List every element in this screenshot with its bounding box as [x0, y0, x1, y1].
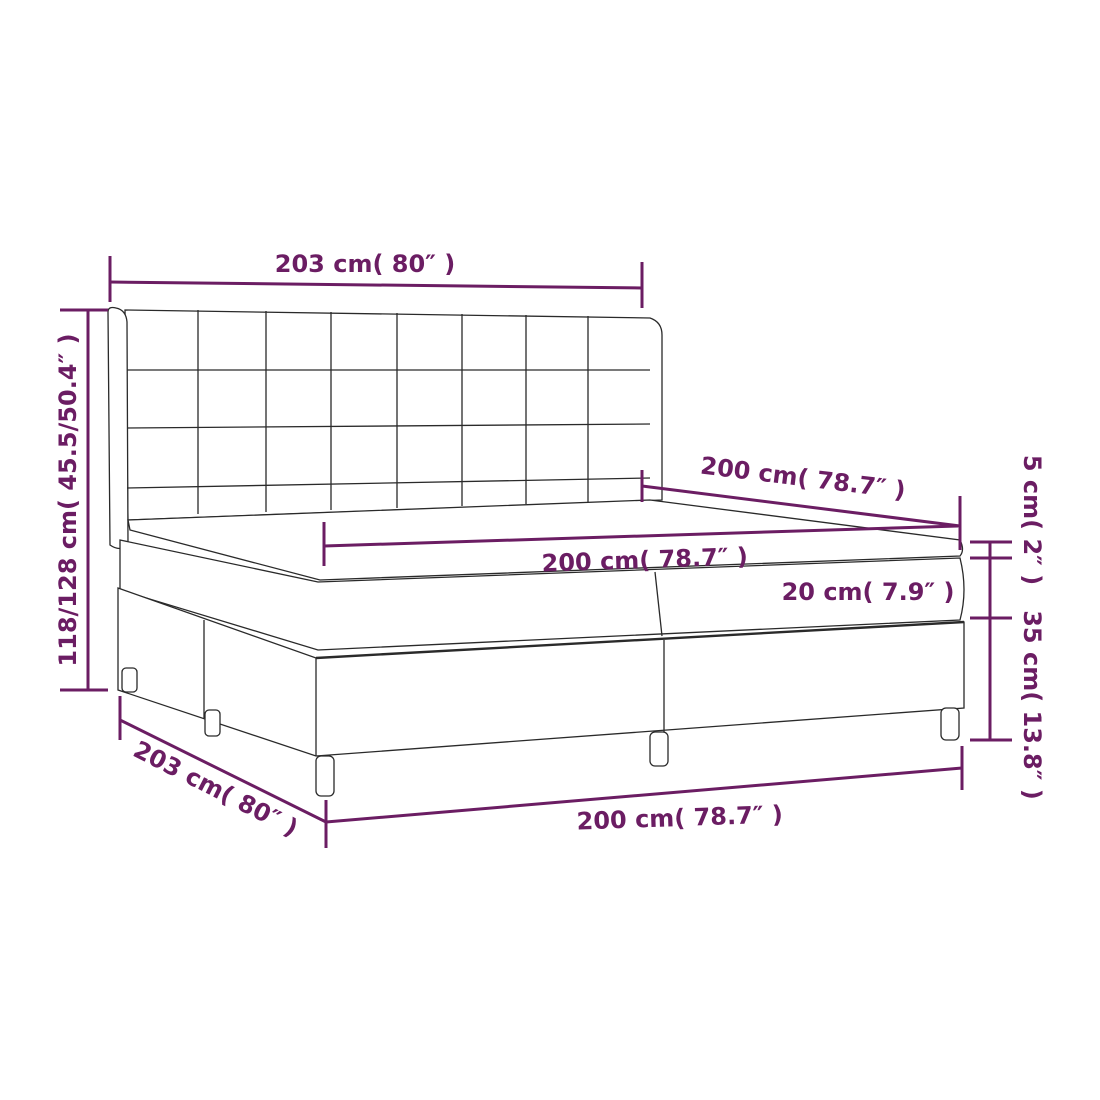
leg: [940, 707, 960, 741]
total-height-label: 118/128 cm( 45.5/50.4″ ): [54, 333, 82, 666]
headboard: [124, 309, 663, 521]
headboard-left-wing: [107, 306, 129, 550]
base-height-label: 35 cm( 13.8″ ): [1018, 610, 1046, 800]
headboard-width-label: 203 cm( 80″ ): [275, 250, 455, 278]
leg: [315, 755, 335, 797]
mattress: [119, 539, 965, 651]
dimension-lines: [60, 256, 1012, 848]
side-length-label: 203 cm( 80″ ): [129, 735, 303, 842]
headboard-tufting: [126, 310, 651, 514]
bed-drawing: [107, 306, 965, 797]
leg: [121, 667, 138, 693]
leg: [649, 731, 669, 767]
mattress-height-label: 20 cm( 7.9″ ): [782, 578, 955, 606]
topper-height-label: 5 cm( 2″ ): [1018, 455, 1046, 585]
leg: [204, 709, 221, 737]
front-width-label: 200 cm( 78.7″ ): [576, 800, 783, 835]
